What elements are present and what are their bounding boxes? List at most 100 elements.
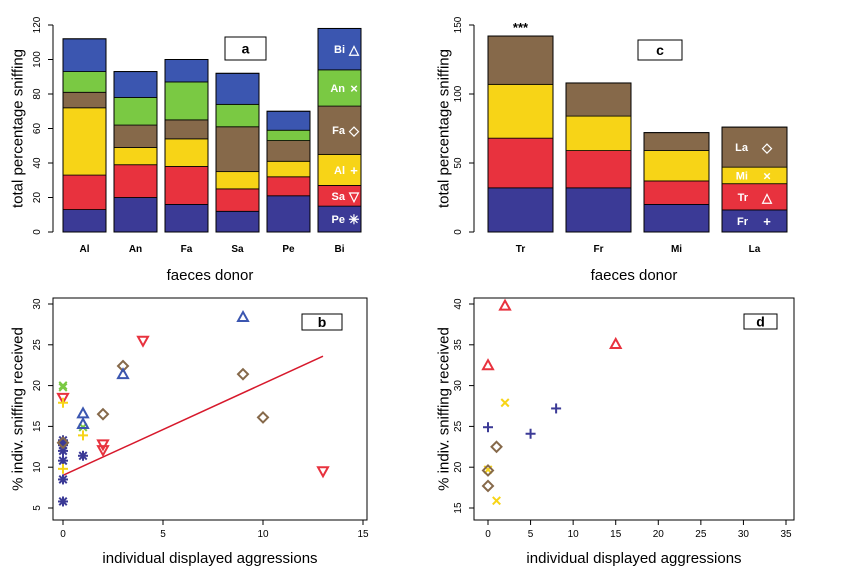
bar-segment-al [266, 160, 311, 178]
data-point-asterisk [58, 474, 68, 485]
bar-outline [721, 126, 788, 233]
data-point-triangle-up [76, 406, 90, 419]
legend-label: Tr [738, 192, 749, 204]
data-point-cross [58, 381, 68, 391]
marker-stroke [58, 382, 68, 392]
bar-segment-an [215, 103, 260, 128]
bar-segment-mi [643, 150, 710, 182]
bar-segment-tr [721, 183, 788, 211]
x-category-label: La [749, 244, 761, 255]
x-axis-label: individual displayed aggressions [102, 550, 317, 567]
x-axis-label: faeces donor [591, 267, 678, 284]
bar-segment-sa [113, 164, 158, 198]
y-tick-label: 40 [32, 157, 43, 169]
bar-outline [317, 27, 362, 233]
bar-segment-al [215, 171, 260, 190]
bar-outline [643, 132, 710, 233]
bar-outline [565, 82, 632, 233]
bar-segment-mi [565, 115, 632, 151]
y-tick-label: 150 [453, 16, 464, 33]
bar-segment-fa [113, 124, 158, 148]
panel-label-box [224, 36, 267, 61]
panel-label: b [318, 314, 327, 330]
x-category-label: Fr [594, 244, 604, 255]
data-point-triangle-up [481, 358, 495, 371]
x-category-label: Tr [516, 244, 526, 255]
bar-segment-la [487, 35, 554, 85]
bar-segment-bi [266, 110, 311, 131]
marker-stroke [58, 381, 68, 391]
legend-label: Fa [332, 125, 346, 137]
y-tick-label: 60 [32, 123, 43, 135]
x-tick-label: 10 [568, 529, 580, 540]
y-tick-label: 30 [453, 380, 464, 392]
marker-stroke [58, 456, 68, 466]
x-tick-label: 20 [653, 529, 665, 540]
legend-symbol: ✳ [349, 212, 360, 227]
y-tick-label: 100 [453, 85, 464, 102]
data-point-cross [492, 496, 501, 506]
data-point-plus [525, 428, 536, 439]
legend-label: La [735, 142, 749, 154]
x-category-label: Bi [335, 244, 345, 255]
y-tick-label: 25 [453, 420, 464, 432]
data-point-triangle-up [236, 309, 250, 323]
x-category-label: Mi [671, 244, 682, 255]
bar-segment-an [113, 97, 158, 126]
x-tick-label: 5 [160, 529, 166, 540]
marker-stroke [58, 497, 68, 506]
bar-segment-fr [643, 203, 710, 233]
x-tick-label: 10 [257, 529, 269, 540]
bar-segment-fa [215, 126, 260, 173]
x-tick-label: 15 [610, 529, 622, 540]
plot-frame [52, 297, 368, 521]
panel-label-box [637, 39, 683, 61]
x-axis-label: faeces donor [167, 267, 254, 284]
x-tick-label: 35 [780, 529, 792, 540]
regression-line [62, 355, 324, 477]
data-point-diamond [256, 411, 270, 424]
bar-segment-al [164, 138, 209, 167]
panel-c-stacked-bar-chart: Tr *** Fr Mi La Fr + Tr △ Mi × La ◇ 0 50 100 150 c total p… [435, 16, 788, 284]
y-tick-label: 10 [32, 461, 43, 473]
y-axis-label: % indiv. sniffing received [435, 327, 452, 491]
x-axis-label: individual displayed aggressions [526, 550, 741, 567]
bar-segment-tr [487, 137, 554, 189]
y-tick-label: 80 [32, 88, 43, 100]
data-point-triangle-up [116, 367, 130, 380]
data-point-cross [500, 398, 510, 408]
legend-symbol: + [350, 163, 358, 178]
y-axis-label: total percentage sniffing [9, 49, 26, 208]
data-point-plus [58, 397, 68, 408]
legend-label: Al [334, 165, 345, 177]
y-tick-label: 20 [32, 380, 43, 392]
x-tick-label: 30 [738, 529, 750, 540]
bar-segment-pe [266, 195, 311, 233]
bar-segment-fa [62, 91, 107, 109]
data-point-diamond [96, 407, 110, 421]
bar-segment-sa [62, 174, 107, 210]
bar-segment-fa [266, 140, 311, 162]
y-tick-label: 15 [32, 420, 43, 432]
x-category-label: Al [80, 244, 90, 255]
bar-segment-pe [113, 197, 158, 233]
bar-outline [164, 59, 209, 233]
legend-symbol: △ [348, 42, 360, 57]
y-tick-label: 120 [32, 16, 43, 33]
y-tick-label: 50 [453, 157, 464, 169]
bar-segment-an [62, 71, 107, 93]
data-point-triangle-down [96, 445, 110, 458]
marker-stroke [58, 435, 68, 445]
x-category-label: Sa [231, 244, 244, 255]
y-tick-label: 100 [32, 51, 43, 68]
marker-stroke [492, 496, 501, 506]
bar-segment-pe [62, 209, 107, 233]
legend-symbol: △ [761, 190, 773, 205]
bar-outline [215, 72, 260, 233]
panel-b-scatter-plot: 0 5 10 15 5 10 15 20 25 30 b % indiv. sniffing rece… [9, 297, 369, 567]
data-point-cross [58, 382, 68, 392]
data-point-plus [483, 422, 493, 433]
bar-segment-an [317, 69, 362, 107]
x-tick-label: 5 [528, 529, 534, 540]
